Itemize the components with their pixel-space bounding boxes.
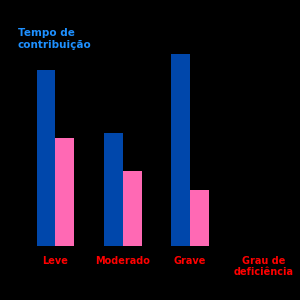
Bar xyxy=(104,133,123,246)
Text: Tempo de
contribuição: Tempo de contribuição xyxy=(18,28,92,50)
Bar xyxy=(123,172,142,246)
Bar xyxy=(56,138,74,246)
Bar xyxy=(37,70,56,246)
Bar xyxy=(171,0,190,246)
Bar xyxy=(190,190,209,246)
